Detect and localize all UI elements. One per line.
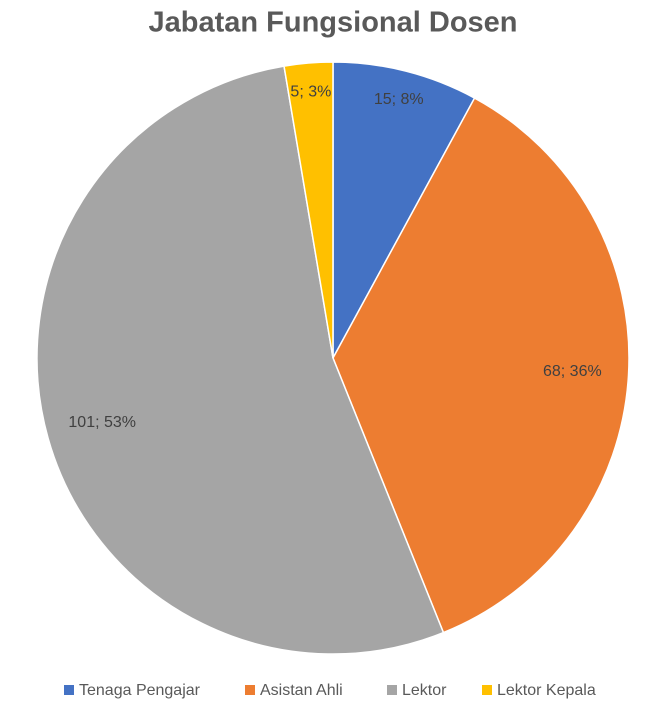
legend-swatch (482, 685, 492, 695)
data-label: 101; 53% (68, 414, 136, 431)
data-label: 15; 8% (374, 91, 424, 108)
data-label: 5; 3% (290, 84, 331, 101)
pie-slice (36, 65, 445, 655)
pie-slice (332, 61, 476, 359)
legend-label: Lektor (402, 682, 447, 699)
legend-label: Tenaga Pengajar (79, 682, 201, 699)
legend-label: Lektor Kepala (497, 682, 596, 699)
pie-slice (332, 97, 630, 634)
legend-swatch (64, 685, 74, 695)
data-label: 68; 36% (543, 363, 602, 380)
chart-title: Jabatan Fungsional Dosen (149, 7, 518, 39)
legend-label: Asistan Ahli (260, 682, 343, 699)
pie-slice (283, 61, 334, 359)
legend-swatch (387, 685, 397, 695)
legend-swatch (245, 685, 255, 695)
